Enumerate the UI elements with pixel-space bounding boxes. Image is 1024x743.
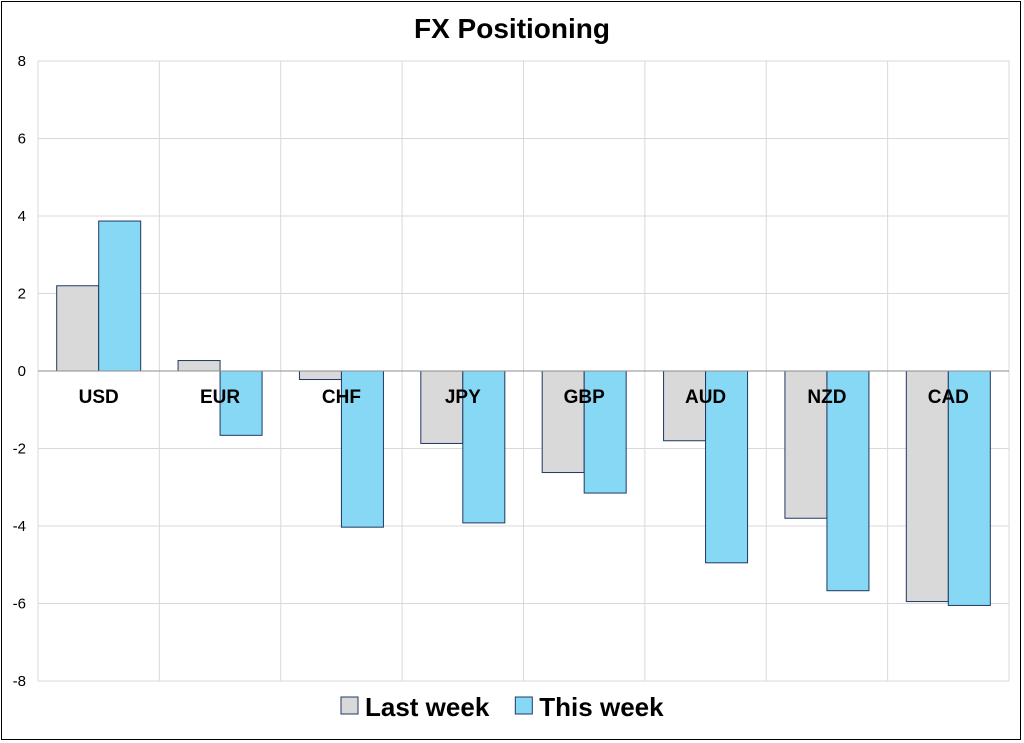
legend-item-last-week: Last week	[340, 692, 490, 722]
y-tick-label: 2	[18, 286, 26, 303]
y-tick-label: -2	[13, 441, 26, 458]
bar-usd-this-week	[98, 220, 142, 372]
bar-nzd-last-week	[784, 370, 828, 519]
bar-eur-this-week	[219, 370, 263, 436]
bar-cad-this-week	[947, 370, 991, 606]
bar-aud-this-week	[705, 370, 749, 564]
bar-chf-this-week	[340, 370, 384, 528]
category-label-nzd: NZD	[807, 387, 846, 408]
legend-item-this-week: This week	[514, 692, 664, 722]
bar-nzd-this-week	[826, 370, 870, 592]
bar-eur-last-week	[177, 360, 221, 372]
bar-usd-last-week	[56, 285, 100, 372]
y-tick-label: -6	[13, 596, 26, 613]
chart-title: FX Positioning	[414, 13, 610, 44]
legend: Last week This week	[340, 692, 664, 722]
y-axis: 8 6 4 2 0 -2 -4 -6 -8	[13, 53, 1009, 690]
bar-gbp-this-week	[583, 370, 627, 494]
y-tick-label: -4	[13, 518, 26, 535]
category-label-aud: AUD	[685, 387, 726, 408]
category-label-gbp: GBP	[564, 387, 606, 408]
category-label-usd: USD	[79, 387, 119, 408]
category-labels: USD EUR CHF JPY GBP AUD NZD CAD	[79, 387, 969, 408]
y-tick-label: 8	[18, 53, 26, 70]
bar-cad-last-week	[905, 370, 949, 603]
category-label-cad: CAD	[928, 387, 969, 408]
legend-swatch	[340, 696, 359, 715]
legend-label: Last week	[365, 692, 490, 722]
bar-aud-last-week	[663, 370, 707, 442]
category-label-jpy: JPY	[445, 387, 481, 408]
y-tick-label: 0	[18, 363, 26, 380]
bar-gbp-last-week	[541, 370, 585, 474]
category-label-chf: CHF	[322, 387, 361, 408]
legend-swatch	[514, 696, 533, 715]
bar-jpy-this-week	[462, 370, 506, 524]
bars	[56, 220, 991, 606]
y-tick-label: -8	[13, 673, 26, 690]
y-tick-label: 6	[18, 131, 26, 148]
legend-label: This week	[539, 692, 664, 722]
y-tick-label: 4	[18, 208, 26, 225]
bar-chf-last-week	[298, 370, 342, 381]
category-label-eur: EUR	[200, 387, 240, 408]
